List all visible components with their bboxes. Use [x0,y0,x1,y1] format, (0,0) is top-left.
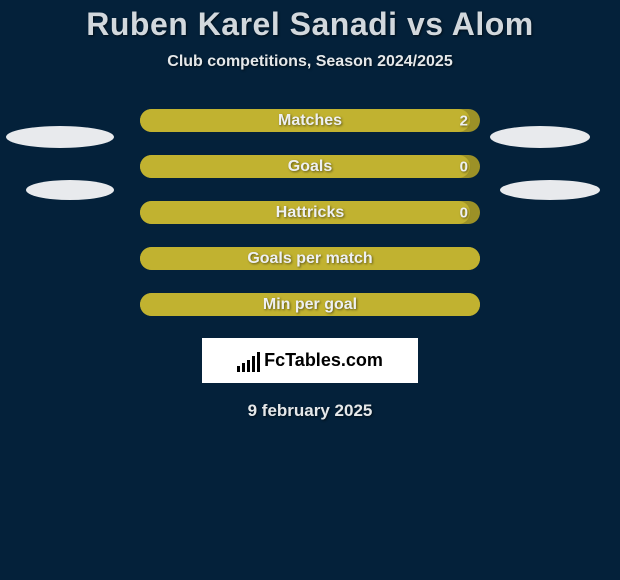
decorative-ellipse [490,126,590,148]
stat-bar-value: 2 [460,112,468,129]
logo-text: FcTables.com [264,350,383,371]
stat-bar: Matches 2 [140,109,480,132]
stat-bar: Goals per match [140,247,480,270]
decorative-ellipse [6,126,114,148]
stat-bar-label: Min per goal [263,296,357,314]
decorative-ellipse [500,180,600,200]
decorative-ellipse [26,180,114,200]
stat-bar-label: Hattricks [276,204,344,222]
stat-bar-label: Matches [278,112,342,130]
stat-bar: Goals 0 [140,155,480,178]
logo-bars-icon [237,350,260,372]
stat-bar-value: 0 [460,204,468,221]
stat-bar-value: 0 [460,158,468,175]
date-label: 9 february 2025 [0,401,620,421]
stat-bar-label: Goals [288,158,332,176]
stat-bar-label: Goals per match [247,250,372,268]
comparison-infographic: Ruben Karel Sanadi vs Alom Club competit… [0,0,620,580]
subtitle: Club competitions, Season 2024/2025 [0,53,620,71]
stat-bar: Hattricks 0 [140,201,480,224]
logo-box: FcTables.com [202,338,418,383]
page-title: Ruben Karel Sanadi vs Alom [0,0,620,43]
stat-bar: Min per goal [140,293,480,316]
